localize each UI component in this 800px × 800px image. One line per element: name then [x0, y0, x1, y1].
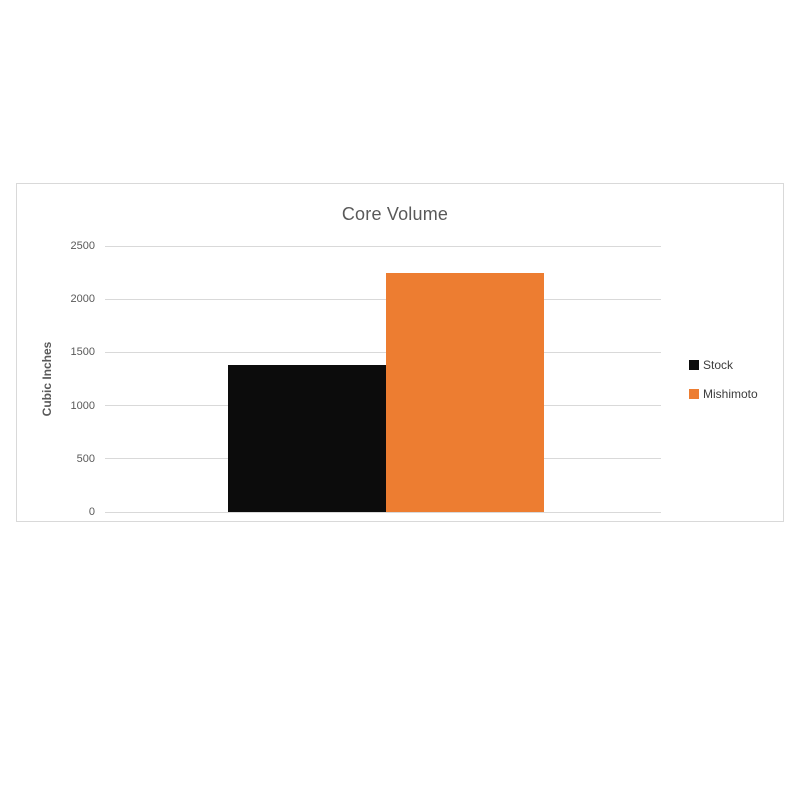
y-tick-label-1500: 1500 [70, 346, 95, 359]
bar-mishimoto [386, 273, 544, 512]
legend-item-mishimoto: Mishimoto [689, 387, 758, 401]
chart-frame: Core Volume Cubic Inches 0 500 1000 1500 200… [16, 183, 784, 522]
chart-title: Core Volume [341, 204, 449, 224]
gridline-2000 [105, 298, 661, 300]
plot-area [105, 245, 661, 513]
y-tick-label-0: 0 [88, 506, 95, 518]
legend-swatch-mishimoto [689, 389, 699, 399]
gridline-2500 [105, 245, 661, 247]
y-tick-label-500: 500 [76, 452, 95, 465]
bar-stock [228, 365, 386, 512]
legend-item-stock: Stock [689, 358, 758, 372]
gridline-0 [105, 511, 661, 513]
legend-swatch-stock [689, 360, 699, 370]
legend-label-mishimoto: Mishimoto [703, 387, 758, 401]
legend: Stock Mishimoto [689, 358, 758, 416]
gridline-1500 [105, 351, 661, 353]
y-tick-label-1000: 1000 [70, 399, 95, 412]
y-tick-label-2500: 2500 [70, 240, 95, 252]
legend-label-stock: Stock [703, 358, 734, 372]
y-tick-label-2000: 2000 [70, 293, 95, 306]
